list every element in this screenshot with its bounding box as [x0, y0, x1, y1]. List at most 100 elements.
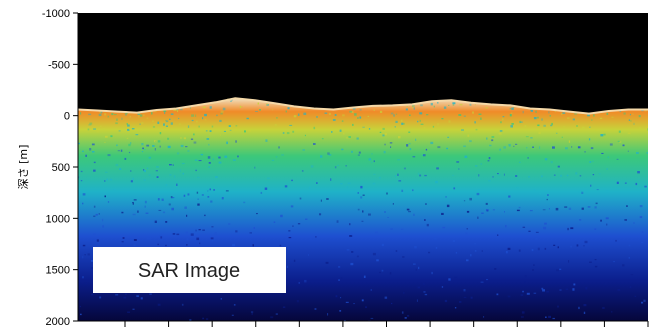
speckle — [543, 124, 546, 127]
speckle — [351, 150, 353, 153]
speckle — [219, 133, 221, 136]
speckle — [480, 281, 484, 283]
speckle — [198, 229, 201, 231]
speckle — [340, 277, 343, 279]
speckle — [214, 232, 217, 235]
speckle — [209, 188, 211, 191]
speckle — [340, 297, 342, 299]
speckle — [230, 100, 232, 102]
speckle — [200, 153, 204, 156]
speckle — [559, 268, 562, 270]
speckle — [629, 114, 631, 116]
speckle — [293, 259, 296, 262]
speckle — [478, 113, 482, 115]
speckle — [469, 103, 472, 106]
speckle — [497, 173, 499, 175]
speckle — [201, 194, 204, 196]
speckle — [613, 261, 615, 263]
speckle — [349, 110, 352, 113]
speckle — [88, 124, 92, 126]
speckle — [115, 122, 118, 125]
speckle — [593, 114, 595, 117]
speckle — [102, 127, 105, 130]
speckle — [571, 146, 573, 148]
speckle — [118, 130, 121, 132]
speckle — [172, 233, 176, 235]
speckle — [332, 119, 336, 121]
speckle — [463, 296, 467, 298]
speckle — [489, 144, 492, 147]
speckle — [437, 101, 439, 104]
speckle — [204, 214, 206, 217]
speckle — [167, 145, 171, 149]
speckle — [360, 185, 363, 189]
speckle — [165, 221, 168, 223]
speckle — [605, 217, 609, 220]
speckle — [537, 116, 539, 119]
speckle — [143, 179, 146, 181]
speckle — [184, 206, 187, 209]
speckle — [505, 225, 507, 228]
speckle — [570, 245, 572, 248]
speckle — [119, 168, 122, 170]
speckle — [641, 231, 644, 233]
speckle — [210, 200, 213, 203]
speckle — [561, 136, 563, 138]
speckle — [606, 112, 609, 115]
speckle — [379, 131, 382, 133]
speckle — [165, 244, 167, 247]
speckle — [271, 109, 274, 111]
speckle — [278, 146, 280, 149]
speckle — [446, 147, 448, 150]
speckle — [400, 228, 404, 230]
speckle — [537, 124, 540, 127]
speckle — [522, 226, 526, 228]
speckle — [630, 274, 634, 276]
speckle — [395, 113, 398, 115]
speckle — [588, 138, 591, 141]
speckle — [356, 255, 359, 258]
speckle — [270, 316, 274, 319]
speckle — [145, 212, 149, 214]
speckle — [240, 106, 243, 108]
speckle — [179, 169, 181, 172]
speckle — [126, 137, 129, 140]
speckle — [603, 133, 606, 136]
speckle — [208, 162, 211, 164]
speckle — [572, 118, 575, 121]
speckle — [573, 283, 576, 286]
speckle — [496, 293, 499, 296]
speckle — [595, 129, 598, 131]
speckle — [384, 211, 386, 213]
speckle — [152, 120, 154, 122]
speckle — [469, 197, 472, 201]
speckle — [488, 157, 491, 160]
speckle — [632, 113, 634, 115]
speckle — [157, 243, 159, 246]
y-tick-label: 2000 — [46, 316, 70, 328]
speckle — [152, 145, 155, 147]
speckle — [368, 158, 372, 161]
speckle — [193, 133, 195, 136]
speckle — [357, 154, 360, 156]
speckle — [553, 174, 556, 176]
speckle — [370, 289, 372, 291]
speckle — [601, 152, 604, 154]
speckle — [309, 238, 312, 241]
speckle — [264, 187, 268, 190]
speckle — [133, 239, 137, 241]
speckle — [619, 140, 622, 143]
speckle — [581, 191, 584, 194]
speckle — [255, 111, 258, 112]
speckle — [522, 290, 524, 293]
speckle — [341, 120, 344, 122]
speckle — [338, 128, 340, 130]
speckle — [589, 161, 592, 163]
speckle — [638, 127, 641, 129]
speckle — [328, 154, 332, 156]
speckle — [110, 135, 113, 138]
speckle — [390, 228, 393, 230]
speckle — [220, 112, 223, 115]
speckle — [606, 168, 608, 170]
speckle — [499, 148, 501, 151]
